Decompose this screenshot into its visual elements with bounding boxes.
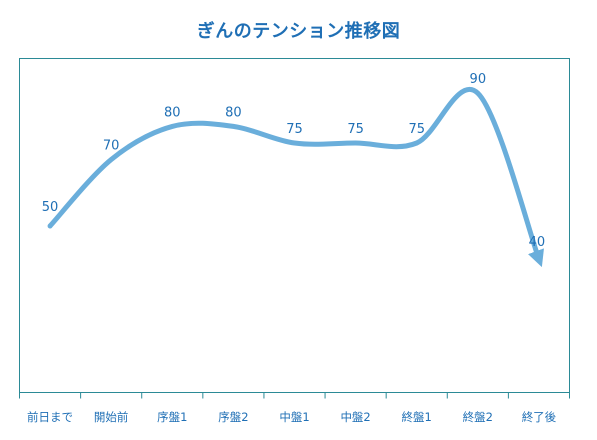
- x-tick-label: 終了後: [522, 410, 557, 424]
- data-label: 90: [470, 72, 487, 87]
- plot-area-frame: [19, 58, 570, 393]
- x-tick-label: 前日まで: [27, 410, 73, 424]
- data-labels: 50 70 80 80 75 75 75 90 40: [42, 72, 545, 250]
- x-tick-label: 終盤2: [463, 410, 493, 424]
- x-axis-labels: 前日まで 開始前 序盤1 序盤2 中盤1 中盤2 終盤1 終盤2 終了後: [27, 410, 557, 424]
- data-label: 70: [103, 139, 120, 154]
- data-label: 50: [42, 200, 59, 215]
- data-label: 40: [529, 235, 546, 250]
- data-label: 75: [347, 122, 364, 137]
- x-axis-ticks: [19, 392, 570, 399]
- x-tick-label: 序盤1: [157, 410, 187, 424]
- data-label: 80: [164, 105, 181, 120]
- x-tick-label: 序盤2: [218, 410, 248, 424]
- series-group: [47, 87, 544, 268]
- data-label: 75: [286, 122, 303, 137]
- series-line: [47, 87, 544, 268]
- x-tick-label: 中盤1: [279, 410, 309, 424]
- x-tick-label: 開始前: [94, 410, 129, 424]
- data-label: 80: [225, 105, 242, 120]
- data-label: 75: [408, 122, 425, 137]
- x-tick-label: 終盤1: [402, 410, 432, 424]
- x-tick-label: 中盤2: [340, 410, 370, 424]
- chart-title: ぎんのテンション推移図: [196, 21, 401, 42]
